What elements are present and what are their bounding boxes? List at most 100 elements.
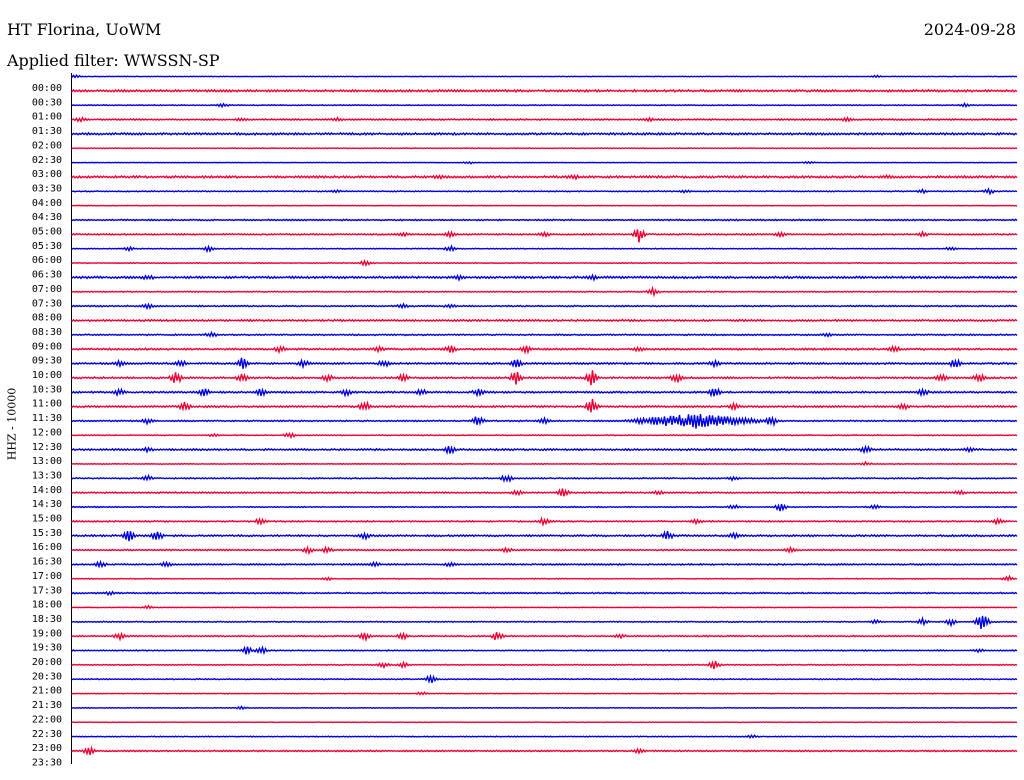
filter-label: Applied filter: WWSSN-SP <box>7 51 220 70</box>
trace-row-23:30 <box>71 745 1018 757</box>
trace-row-20:30 <box>71 660 1018 670</box>
row-time-label: 06:00 <box>32 255 62 266</box>
trace-row-18:00 <box>71 590 1018 597</box>
row-time-label: 22:30 <box>32 729 62 740</box>
row-time-label: 14:30 <box>32 499 62 510</box>
trace-row-07:30 <box>71 285 1018 298</box>
trace-row-21:30 <box>71 691 1018 696</box>
trace-row-06:00 <box>71 244 1018 254</box>
row-time-label: 15:30 <box>32 528 62 539</box>
row-time-label: 06:30 <box>32 270 62 281</box>
trace-row-17:30 <box>71 574 1018 583</box>
trace-row-11:00 <box>71 387 1018 398</box>
row-time-label: 08:00 <box>32 313 62 324</box>
row-time-label: 09:30 <box>32 356 62 367</box>
trace-row-08:30 <box>71 318 1018 323</box>
trace-row-05:00 <box>71 218 1018 222</box>
row-time-label: 09:00 <box>32 341 62 352</box>
row-time-label: 23:00 <box>32 743 62 754</box>
trace-row-13:30 <box>71 460 1018 467</box>
row-time-label: 08:30 <box>32 327 62 338</box>
trace-row-03:00 <box>71 160 1018 165</box>
row-time-label: 04:00 <box>32 198 62 209</box>
trace-row-04:30 <box>71 204 1018 207</box>
trace-row-17:00 <box>71 559 1018 569</box>
row-time-label: 23:30 <box>32 757 62 768</box>
trace-row-19:00 <box>71 615 1018 629</box>
row-time-label: 17:30 <box>32 585 62 596</box>
row-time-label: 03:30 <box>32 183 62 194</box>
trace-row-02:30 <box>71 147 1018 150</box>
row-time-label: 01:00 <box>32 112 62 123</box>
trace-row-15:30 <box>71 516 1018 528</box>
row-time-label: 11:30 <box>32 413 62 424</box>
trace-row-23:00 <box>71 734 1018 739</box>
trace-row-13:00 <box>71 444 1018 456</box>
trace-row-09:30 <box>71 344 1018 355</box>
row-time-label: 12:30 <box>32 442 62 453</box>
trace-row-22:30 <box>71 721 1018 724</box>
trace-row-01:00 <box>71 101 1018 109</box>
row-time-label: 20:30 <box>32 671 62 682</box>
row-time-label: 21:30 <box>32 700 62 711</box>
trace-row-07:00 <box>71 273 1018 282</box>
row-time-label: 04:30 <box>32 212 62 223</box>
trace-row-08:00 <box>71 302 1018 311</box>
row-time-label: 22:00 <box>32 714 62 725</box>
row-time-label: 07:00 <box>32 284 62 295</box>
row-time-label: 13:30 <box>32 470 62 481</box>
row-time-label: 10:30 <box>32 384 62 395</box>
row-labels: 00:00 00:30 01:00 01:30 02:00 02:30 03:00 03:30… <box>32 83 62 768</box>
row-time-label: 12:00 <box>32 427 62 438</box>
row-time-label: 05:00 <box>32 227 62 238</box>
trace-row-09:00 <box>71 330 1018 338</box>
row-time-label: 11:00 <box>32 399 62 410</box>
trace-row-00:30 <box>71 88 1018 94</box>
trace-row-15:00 <box>71 503 1018 512</box>
row-time-label: 18:00 <box>32 600 62 611</box>
seismogram-traces <box>71 73 1018 757</box>
trace-row-03:30 <box>71 173 1018 181</box>
row-time-label: 07:30 <box>32 298 62 309</box>
trace-row-11:30 <box>71 398 1018 413</box>
row-time-label: 20:00 <box>32 657 62 668</box>
trace-row-14:00 <box>71 473 1018 484</box>
row-time-label: 18:30 <box>32 614 62 625</box>
row-time-label: 15:00 <box>32 514 62 525</box>
row-time-label: 05:30 <box>32 241 62 252</box>
trace-row-16:30 <box>71 545 1018 556</box>
row-time-label: 10:00 <box>32 370 62 381</box>
trace-row-20:00 <box>71 645 1018 656</box>
row-time-label: 16:30 <box>32 557 62 568</box>
row-time-label: 13:00 <box>32 456 62 467</box>
trace-row-16:00 <box>71 530 1018 542</box>
trace-row-10:30 <box>71 370 1018 386</box>
date-label: 2024-09-28 <box>923 20 1016 39</box>
row-time-label: 03:00 <box>32 169 62 180</box>
trace-row-12:30 <box>71 431 1018 440</box>
row-time-label: 02:00 <box>32 140 62 151</box>
trace-row-14:30 <box>71 488 1018 497</box>
trace-row-06:30 <box>71 258 1018 268</box>
trace-row-10:00 <box>71 357 1018 370</box>
row-time-label: 00:00 <box>32 83 62 94</box>
trace-row-05:30 <box>71 228 1018 243</box>
trace-row-19:30 <box>71 631 1018 643</box>
trace-row-04:00 <box>71 187 1018 196</box>
row-time-label: 00:30 <box>32 97 62 108</box>
trace-row-21:00 <box>71 673 1018 684</box>
trace-row-18:30 <box>71 604 1018 610</box>
trace-row-00:00 <box>71 73 1018 80</box>
trace-row-12:00 <box>71 414 1018 429</box>
row-time-label: 14:00 <box>32 485 62 496</box>
trace-row-01:30 <box>71 115 1018 124</box>
trace-row-22:00 <box>71 705 1018 711</box>
row-time-label: 19:00 <box>32 628 62 639</box>
station-title: HT Florina, UoWM <box>7 20 162 39</box>
row-time-label: 19:30 <box>32 643 62 654</box>
row-time-label: 17:00 <box>32 571 62 582</box>
row-time-label: 01:30 <box>32 126 62 137</box>
row-time-label: 21:00 <box>32 686 62 697</box>
row-time-label: 02:30 <box>32 155 62 166</box>
